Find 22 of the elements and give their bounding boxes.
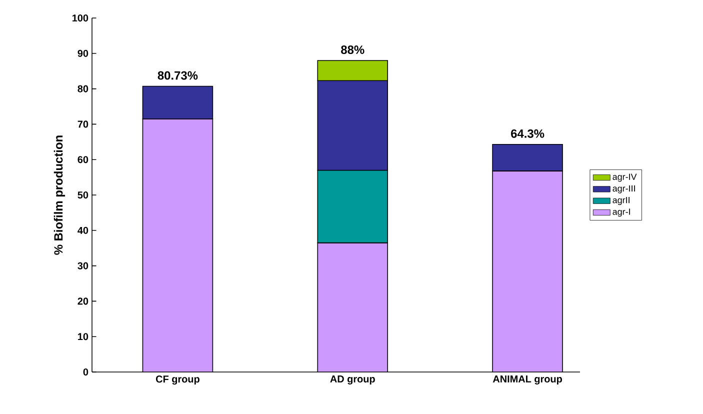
y-axis-title: % Biofilm production bbox=[54, 136, 66, 255]
legend-label: agr-III bbox=[612, 185, 635, 194]
x-tick-label: ANIMAL group bbox=[492, 376, 562, 384]
y-tick-label: 50 bbox=[78, 191, 88, 199]
total-label: 64.3% bbox=[511, 129, 544, 138]
y-tick-label: 10 bbox=[78, 333, 88, 340]
y-tick-label: 100 bbox=[72, 14, 88, 22]
legend-label: agr-I bbox=[612, 208, 630, 217]
y-tick-label: 70 bbox=[78, 120, 88, 128]
y-tick-label: 40 bbox=[78, 226, 88, 234]
x-tick-label: CF group bbox=[156, 376, 200, 385]
y-tick-label: 60 bbox=[78, 156, 88, 164]
y-tick-label: 30 bbox=[78, 262, 88, 270]
total-label: 88% bbox=[341, 46, 364, 54]
x-tick-label: AD group bbox=[330, 376, 375, 384]
y-tick-label: 90 bbox=[78, 50, 88, 57]
legend-label: agrII bbox=[612, 196, 630, 206]
y-tick-label: 0 bbox=[83, 368, 88, 376]
legend-label: agr-IV bbox=[612, 174, 637, 182]
y-tick-label: 80 bbox=[78, 85, 88, 92]
y-tick-label: 20 bbox=[78, 298, 88, 305]
total-label: 80.73% bbox=[158, 71, 198, 80]
